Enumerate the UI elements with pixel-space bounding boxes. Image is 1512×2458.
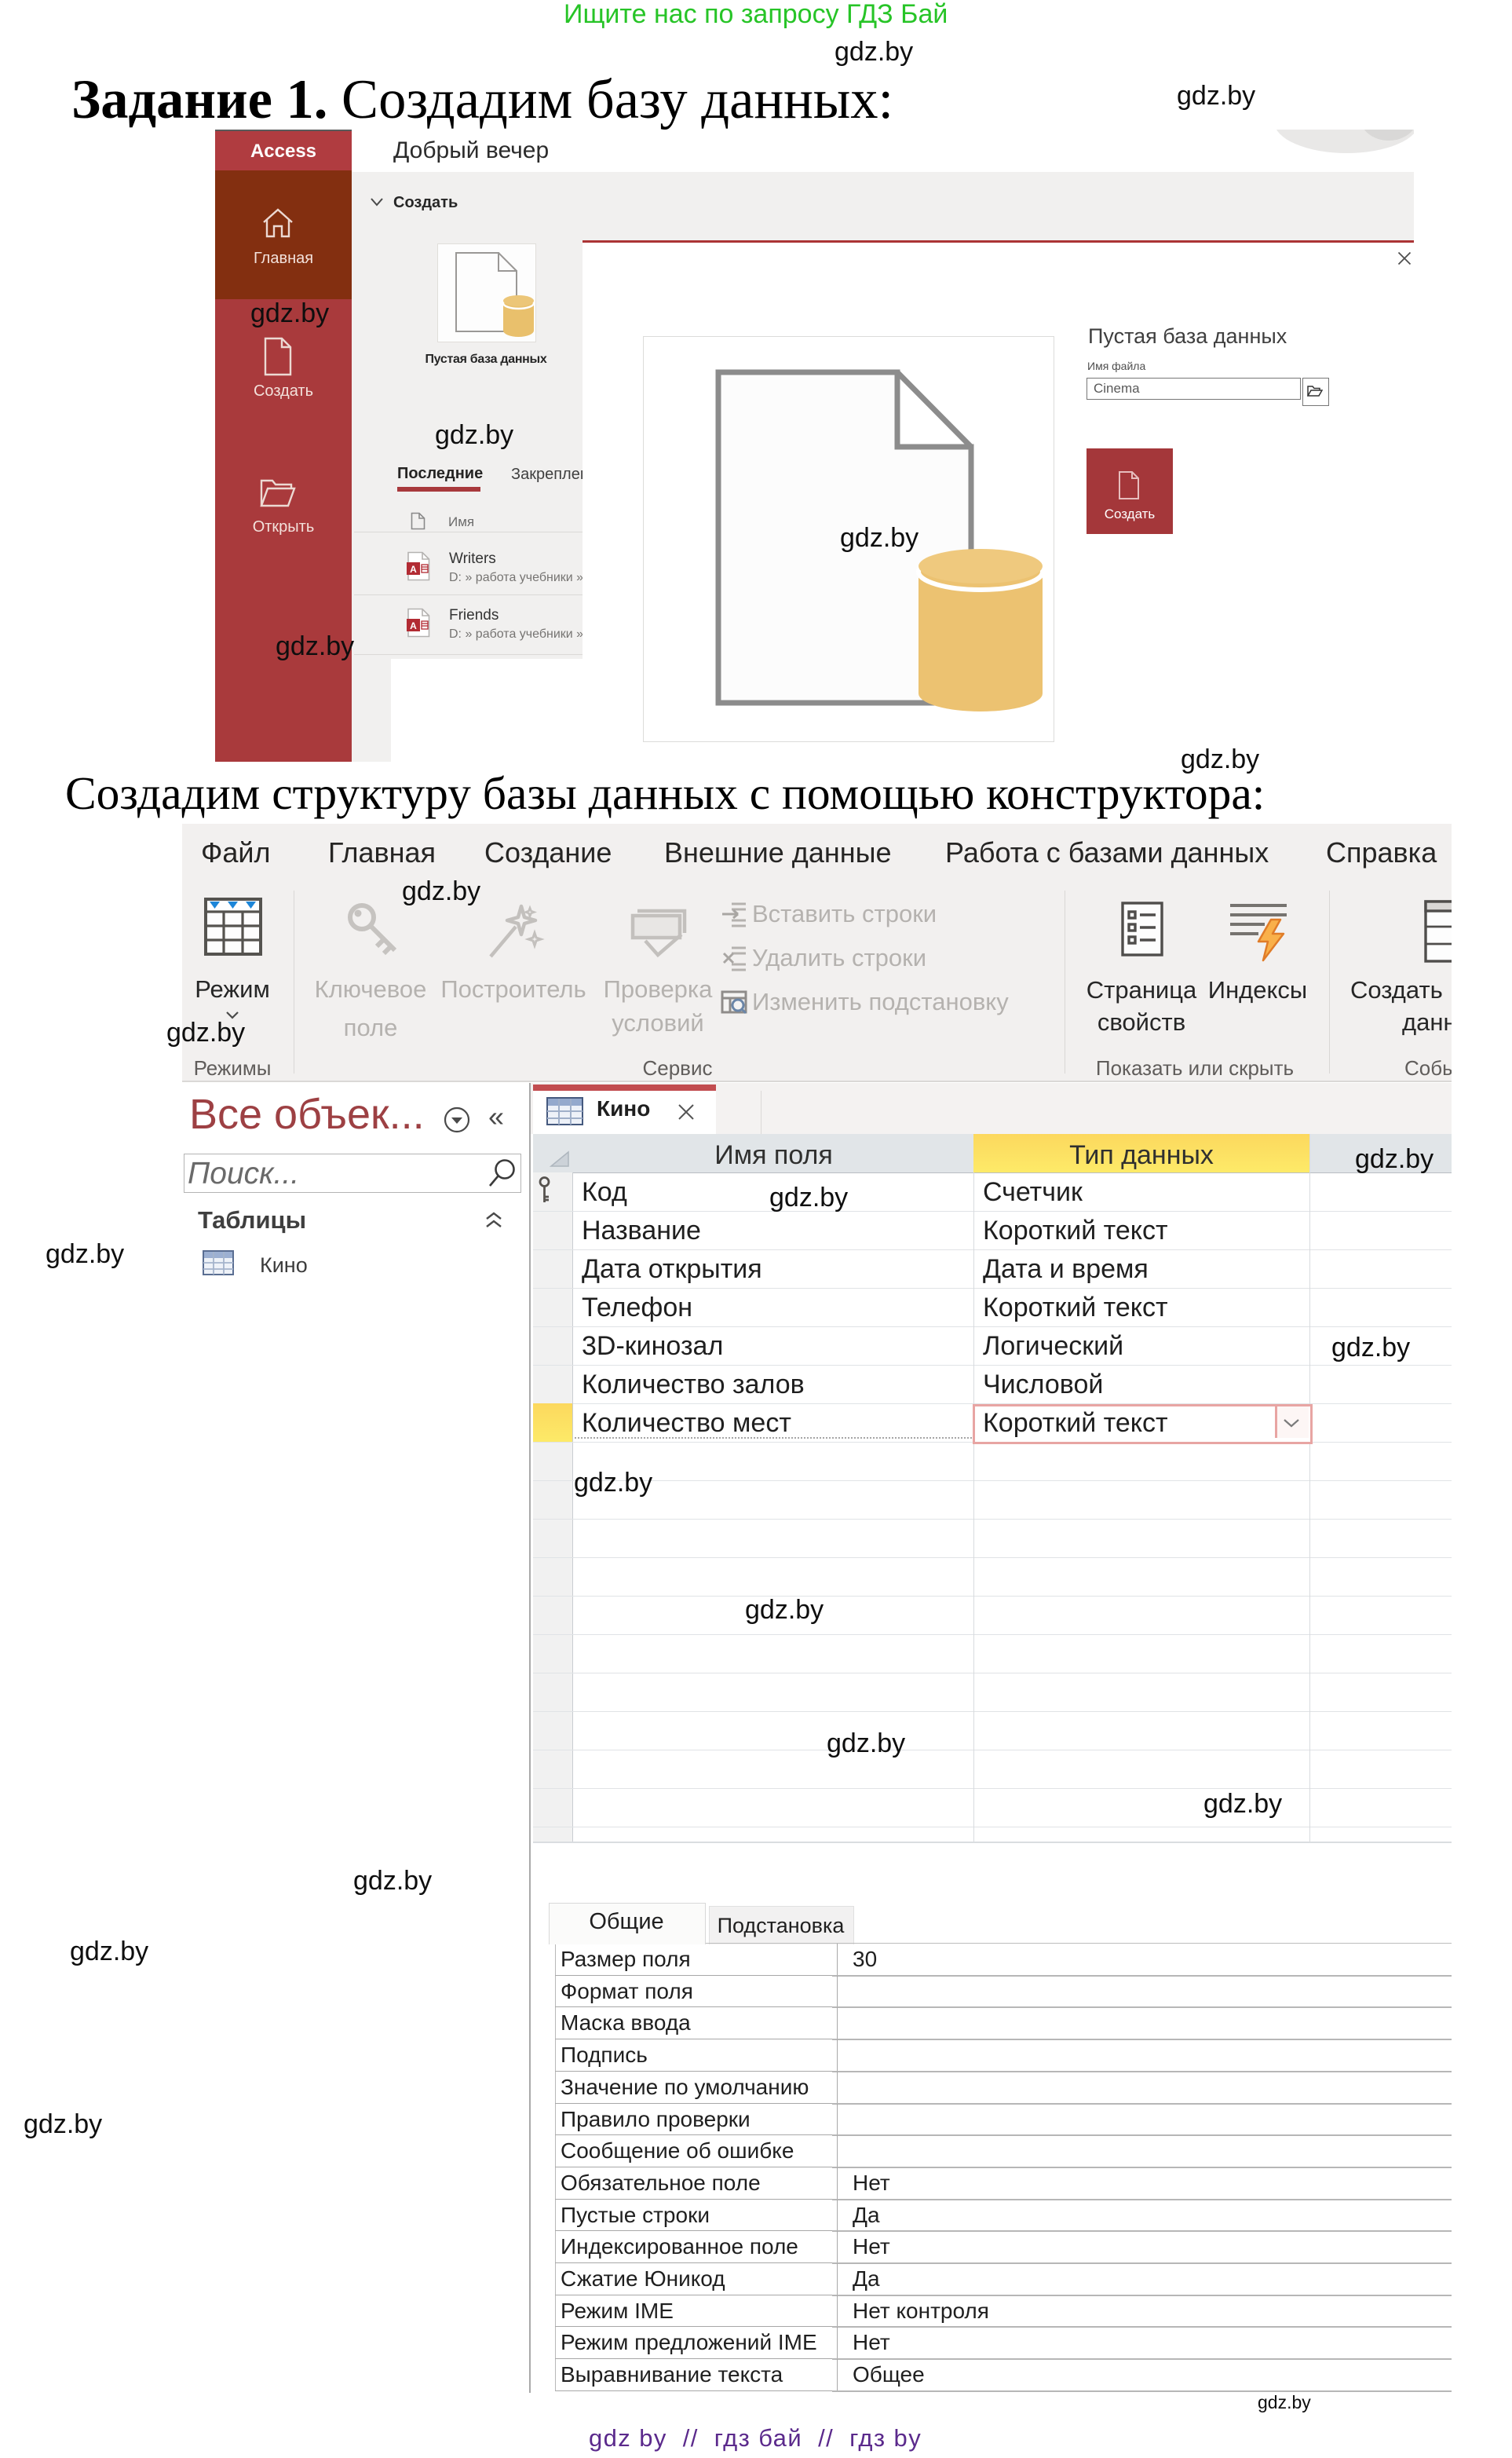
- svg-text:A: A: [410, 620, 417, 631]
- svg-text:A: A: [410, 564, 417, 575]
